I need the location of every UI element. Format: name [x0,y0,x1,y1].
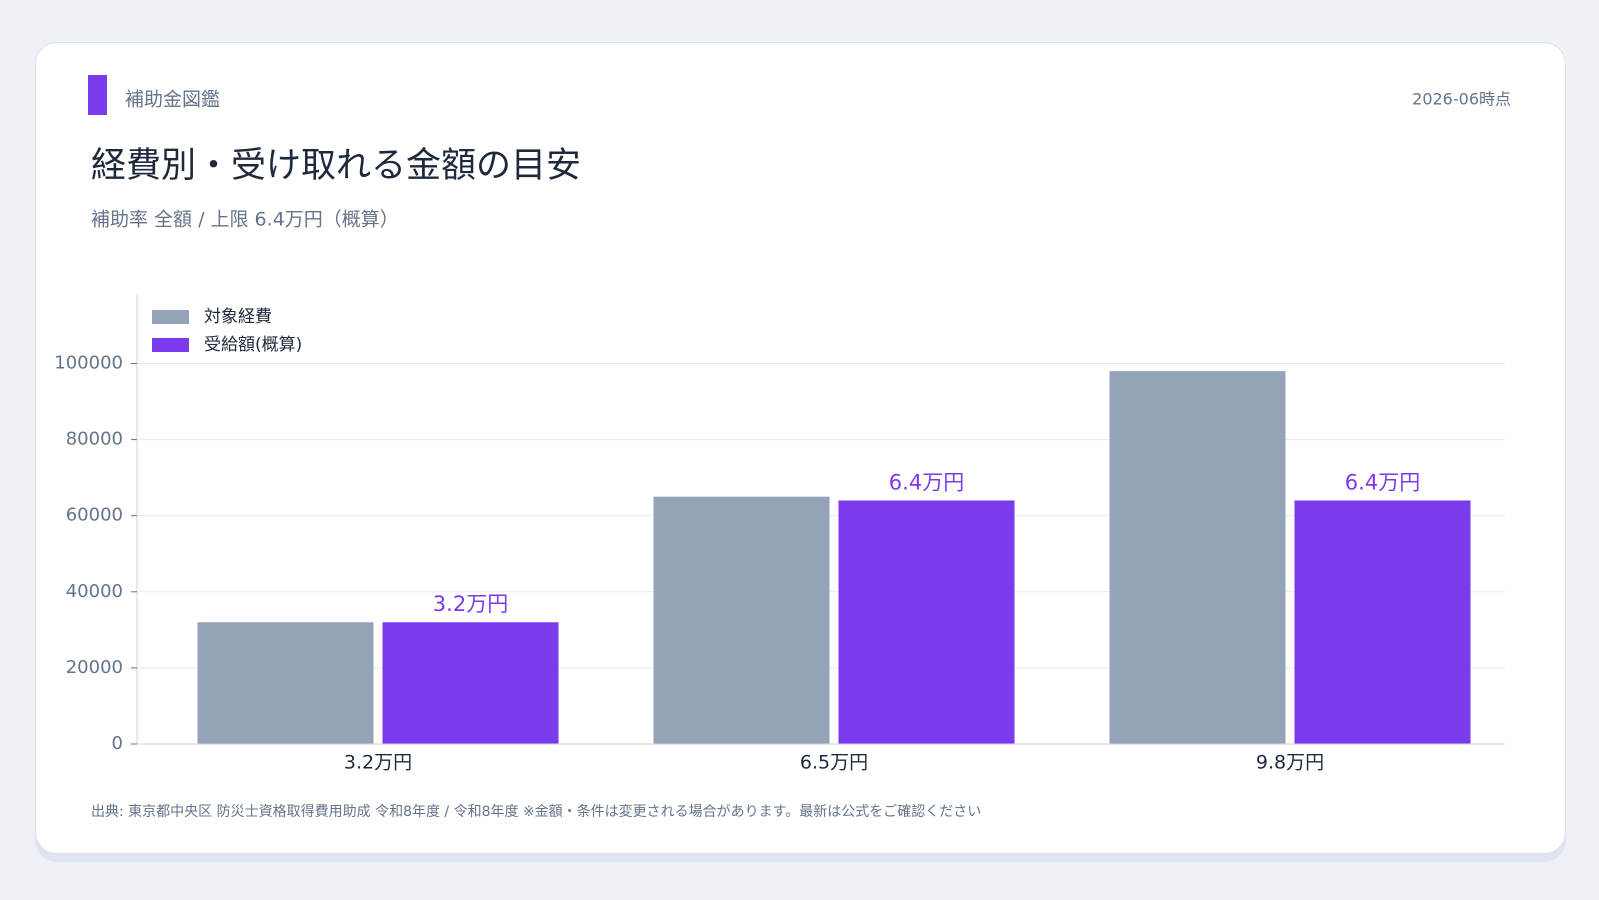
bar [838,500,1015,744]
y-tick-label: 20000 [66,657,123,678]
legend-swatch [152,338,189,352]
x-tick-label: 9.8万円 [1256,752,1324,774]
legend-label: 受給額(概算) [204,335,302,355]
brand-mark [88,75,107,115]
value-label: 6.4万円 [889,470,964,494]
brand: 補助金図鑑 [125,89,220,111]
x-tick-label: 3.2万円 [344,752,412,774]
value-label: 6.4万円 [1345,470,1420,494]
bar [1109,371,1286,744]
bar [1294,500,1471,744]
y-tick-label: 60000 [66,505,123,526]
bar [197,622,374,744]
y-tick-label: 100000 [54,352,123,373]
x-tick-label: 6.5万円 [800,752,868,774]
y-tick-label: 0 [112,733,123,754]
legend-swatch [152,310,189,324]
chart-subtitle: 補助率 全額 / 上限 6.4万円（概算） [91,209,399,231]
as-of: 2026-06時点 [1412,90,1511,109]
bar [382,622,559,744]
y-tick-label: 80000 [66,429,123,450]
source: 出典: 東京都中央区 防災士資格取得費用助成 令和8年度 / 令和8年度 ※金額… [91,803,981,820]
y-tick-label: 40000 [66,581,123,602]
chart-title: 経費別・受け取れる金額の目安 [91,146,581,186]
value-label: 3.2万円 [433,592,508,616]
legend-label: 対象経費 [204,307,272,327]
bar [653,496,830,744]
